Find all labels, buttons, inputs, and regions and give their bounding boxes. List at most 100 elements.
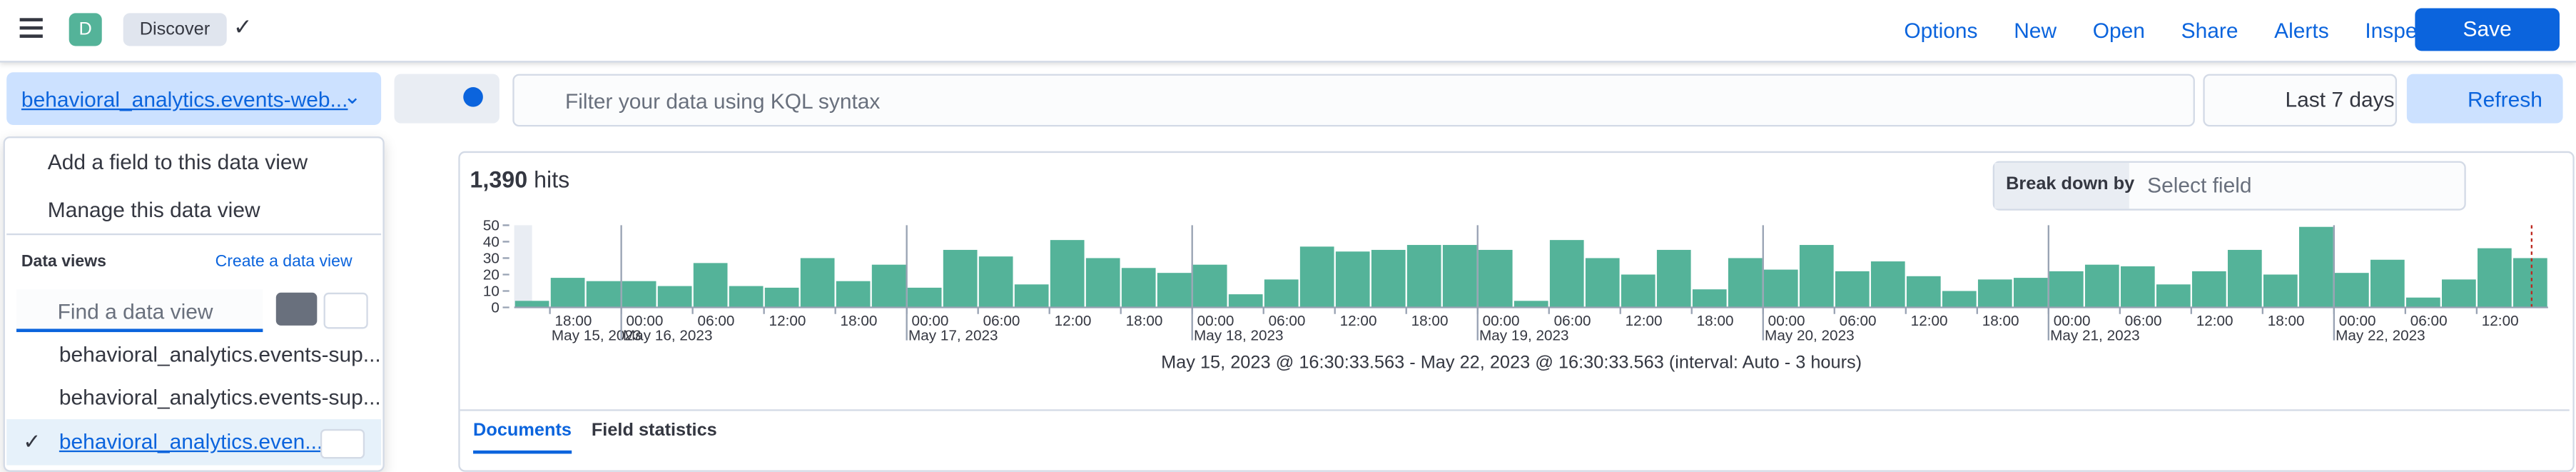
bar bbox=[550, 278, 585, 308]
breakdown-prepend bbox=[1994, 162, 2129, 209]
refresh-label: Refresh bbox=[2468, 87, 2542, 112]
bar bbox=[1228, 294, 1263, 308]
data-view-name: behavioral_analytics.events-web... bbox=[21, 87, 348, 112]
x-tick-label: 12:00 bbox=[1055, 313, 1092, 329]
data-view-button[interactable] bbox=[6, 72, 382, 125]
enter-key bbox=[320, 428, 365, 459]
menu-action[interactable]: Manage this data view bbox=[47, 197, 260, 222]
check-icon: ✓ bbox=[23, 428, 41, 454]
menu-link[interactable]: Alerts bbox=[2274, 18, 2329, 43]
create-link[interactable]: Create a data view bbox=[215, 253, 353, 271]
breakdown-label: Break down by bbox=[2006, 174, 2135, 194]
x-tick-label: 12:00 bbox=[1911, 313, 1948, 329]
x-tick-label: 12:00 bbox=[1626, 313, 1663, 329]
x-date-label: May 19, 2023 bbox=[1479, 328, 1569, 344]
bar bbox=[907, 287, 942, 308]
query-input[interactable] bbox=[512, 74, 2195, 127]
bar bbox=[2406, 297, 2440, 308]
bar bbox=[2084, 264, 2119, 308]
time-range: May 15, 2023 @ 16:30:33.563 - May 22, 20… bbox=[1161, 353, 1862, 373]
bar bbox=[1371, 249, 1406, 308]
y-tick-label: 30 bbox=[483, 250, 500, 266]
bar bbox=[1085, 258, 1120, 308]
bar bbox=[1014, 284, 1049, 308]
search-input[interactable] bbox=[16, 289, 263, 333]
x-tick-label: 12:00 bbox=[1340, 313, 1377, 329]
x-date-label: May 16, 2023 bbox=[623, 328, 713, 344]
bar bbox=[2478, 248, 2512, 308]
x-tick-label: 06:00 bbox=[2410, 313, 2448, 329]
time-picker[interactable] bbox=[2203, 74, 2398, 127]
bar bbox=[2263, 274, 2298, 308]
filter-buttons[interactable] bbox=[394, 74, 500, 124]
bar bbox=[1549, 240, 1584, 308]
bar bbox=[2156, 284, 2191, 308]
x-tick-label: 18:00 bbox=[2268, 313, 2305, 329]
x-tick-label: 06:00 bbox=[983, 313, 1020, 329]
x-date-label: May 18, 2023 bbox=[1194, 328, 1284, 344]
x-tick-label: 06:00 bbox=[698, 313, 735, 329]
bar bbox=[2013, 278, 2048, 308]
bar bbox=[1121, 268, 1156, 308]
bar bbox=[1621, 274, 1655, 308]
menu-link[interactable]: Share bbox=[2181, 18, 2238, 43]
sort-desc[interactable] bbox=[323, 292, 368, 329]
bar bbox=[1513, 301, 1548, 308]
menu-link[interactable]: Options bbox=[1904, 18, 1978, 43]
save-button[interactable]: Save bbox=[2415, 8, 2560, 51]
bar bbox=[2191, 271, 2226, 308]
bar bbox=[2298, 226, 2333, 308]
data-view-item[interactable]: behavioral_analytics.even... bbox=[59, 428, 323, 454]
hits-count: 1,390 bbox=[470, 166, 528, 193]
bar bbox=[2334, 273, 2369, 308]
partial-range bbox=[514, 225, 532, 308]
x-tick-label: 00:00 bbox=[1768, 313, 1805, 329]
bar bbox=[800, 258, 835, 308]
bar bbox=[1942, 291, 1977, 308]
tab[interactable]: Field statistics bbox=[591, 421, 717, 441]
x-tick-label: 18:00 bbox=[1411, 313, 1449, 329]
bar bbox=[2120, 266, 2155, 308]
bar bbox=[2049, 271, 2084, 308]
x-tick-label: 06:00 bbox=[1269, 313, 1306, 329]
data-view-item[interactable]: behavioral_analytics.events-sup... bbox=[59, 341, 381, 367]
x-tick-label: 00:00 bbox=[2054, 313, 2091, 329]
menu-link[interactable]: New bbox=[2014, 18, 2057, 43]
bar bbox=[1192, 264, 1227, 308]
bar bbox=[622, 281, 656, 308]
bar bbox=[2227, 249, 2262, 308]
hits-label: hits bbox=[534, 166, 570, 193]
refresh-button[interactable] bbox=[2406, 74, 2563, 124]
x-date-label: May 17, 2023 bbox=[908, 328, 998, 344]
x-tick-label: 18:00 bbox=[555, 313, 592, 329]
x-tick-label: 00:00 bbox=[2339, 313, 2376, 329]
menu-action[interactable]: Add a field to this data view bbox=[47, 149, 308, 175]
data-view-item[interactable]: behavioral_analytics.events-sup... bbox=[59, 384, 381, 410]
bar bbox=[1478, 249, 1513, 308]
hits: 1,390 hits bbox=[470, 166, 569, 193]
menu-icon[interactable] bbox=[19, 18, 43, 21]
bar bbox=[1835, 271, 1870, 308]
bar bbox=[871, 264, 906, 308]
add-filter[interactable] bbox=[463, 87, 483, 107]
bar bbox=[1335, 251, 1370, 308]
tab[interactable]: Documents bbox=[473, 421, 572, 454]
bar bbox=[836, 281, 871, 308]
x-date-label: May 15, 2023 bbox=[552, 328, 642, 344]
space-avatar[interactable]: D bbox=[69, 13, 102, 46]
bar bbox=[1906, 276, 1941, 308]
bar bbox=[1870, 261, 1905, 308]
x-tick-label: 00:00 bbox=[1197, 313, 1234, 329]
y-tick-label: 0 bbox=[491, 299, 500, 316]
bar bbox=[1977, 279, 2012, 308]
menu-link[interactable]: Open bbox=[2092, 18, 2145, 43]
bar bbox=[1157, 273, 1192, 308]
sort-asc[interactable] bbox=[275, 292, 318, 326]
breadcrumb[interactable]: Discover bbox=[123, 13, 227, 46]
bar bbox=[2370, 259, 2405, 308]
x-tick-label: 06:00 bbox=[2125, 313, 2162, 329]
y-tick-label: 40 bbox=[483, 234, 500, 250]
x-date-label: May 21, 2023 bbox=[2050, 328, 2140, 344]
bar bbox=[1692, 289, 1727, 308]
